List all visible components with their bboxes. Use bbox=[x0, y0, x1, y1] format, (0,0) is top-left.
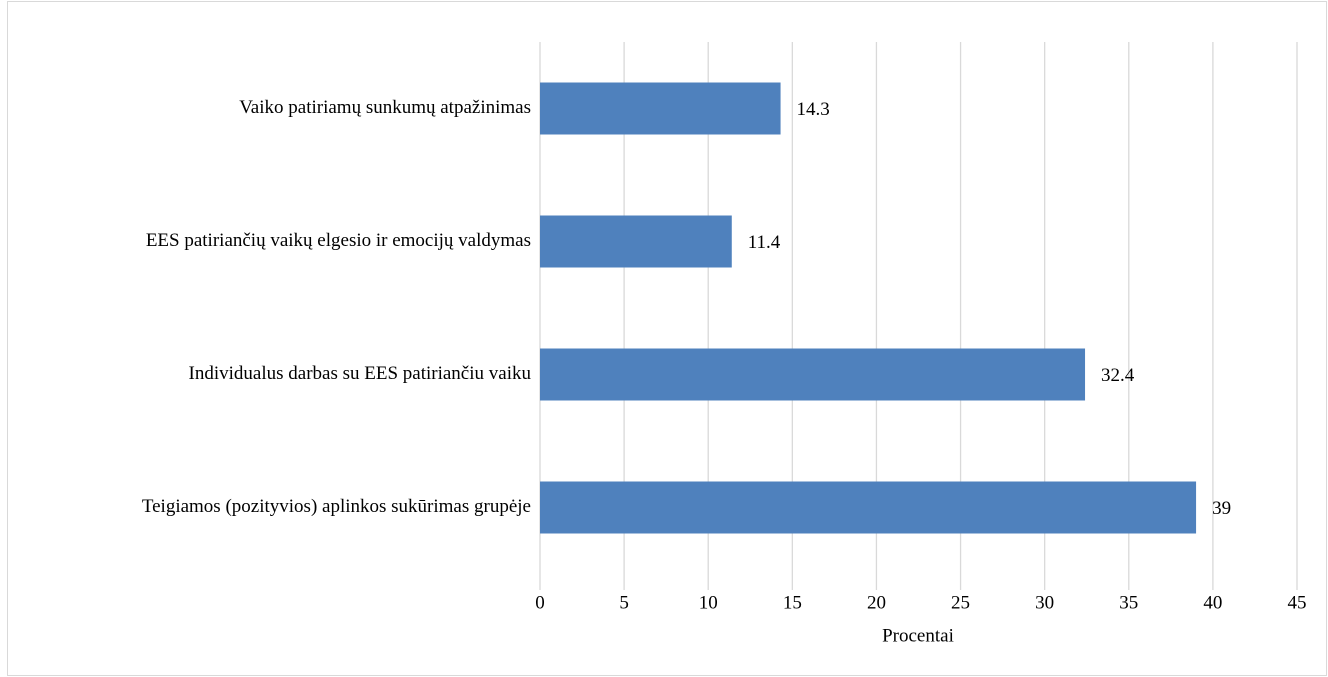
x-tick-label: 10 bbox=[699, 592, 718, 613]
data-label: 14.3 bbox=[797, 99, 830, 120]
bar bbox=[540, 215, 732, 268]
x-tick-label: 15 bbox=[783, 592, 802, 613]
data-label: 39 bbox=[1212, 498, 1231, 519]
y-tick-label: Individualus darbas su EES patiriančiu v… bbox=[189, 363, 532, 384]
x-tick-label: 20 bbox=[867, 592, 886, 613]
x-tick-label: 0 bbox=[535, 592, 545, 613]
bar bbox=[540, 82, 781, 135]
x-tick-label: 25 bbox=[951, 592, 970, 613]
x-tick-label: 5 bbox=[619, 592, 629, 613]
y-tick-label: Teigiamos (pozityvios) aplinkos sukūrima… bbox=[142, 496, 531, 517]
y-tick-label: Vaiko patiriamų sunkumų atpažinimas bbox=[239, 97, 531, 118]
x-tick-label: 35 bbox=[1119, 592, 1138, 613]
x-tick-label: 45 bbox=[1288, 592, 1307, 613]
bar bbox=[540, 348, 1086, 401]
bar bbox=[540, 481, 1197, 534]
data-label: 32.4 bbox=[1101, 365, 1135, 386]
x-tick-label: 40 bbox=[1203, 592, 1222, 613]
data-label: 11.4 bbox=[748, 232, 781, 253]
y-tick-label: EES patiriančių vaikų elgesio ir emocijų… bbox=[146, 230, 531, 251]
x-axis-label: Procentai bbox=[882, 625, 954, 646]
x-tick-label: 30 bbox=[1035, 592, 1054, 613]
